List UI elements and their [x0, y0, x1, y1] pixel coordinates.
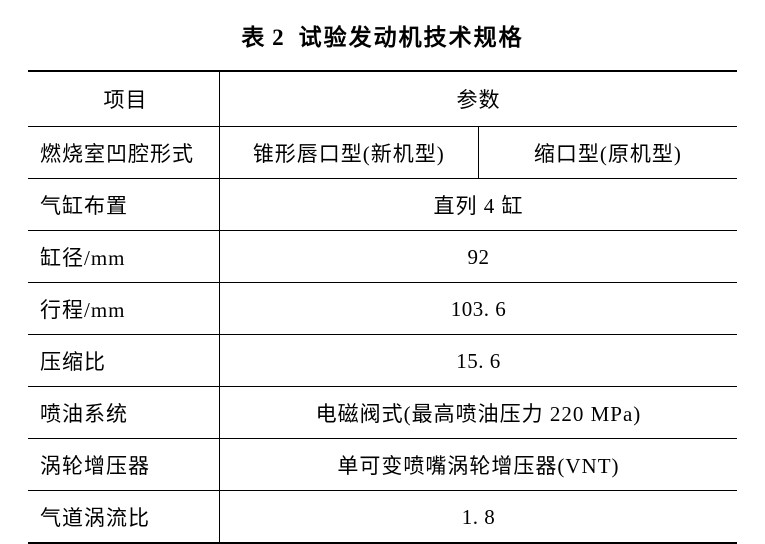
row-value: 1. 8 [219, 491, 737, 544]
row-value: 单可变喷嘴涡轮增压器(VNT) [219, 439, 737, 491]
row-label: 涡轮增压器 [28, 439, 219, 491]
row-label: 燃烧室凹腔形式 [28, 127, 219, 179]
row-label: 气缸布置 [28, 179, 219, 231]
table-row: 气道涡流比 1. 8 [28, 491, 737, 544]
row-value-b: 缩口型(原机型) [478, 127, 737, 179]
row-value: 92 [219, 231, 737, 283]
table-title-text: 试验发动机技术规格 [299, 25, 524, 50]
table-caption: 表 2 试验发动机技术规格 [28, 18, 737, 52]
row-label: 压缩比 [28, 335, 219, 387]
row-label: 缸径/mm [28, 231, 219, 283]
header-item: 项目 [28, 71, 219, 127]
row-value: 103. 6 [219, 283, 737, 335]
row-label: 行程/mm [28, 283, 219, 335]
table-row: 气缸布置 直列 4 缸 [28, 179, 737, 231]
row-value: 15. 6 [219, 335, 737, 387]
table-header-row: 项目 参数 [28, 71, 737, 127]
row-value-a: 锥形唇口型(新机型) [219, 127, 478, 179]
row-label: 喷油系统 [28, 387, 219, 439]
table-row: 行程/mm 103. 6 [28, 283, 737, 335]
spec-table: 项目 参数 燃烧室凹腔形式 锥形唇口型(新机型) 缩口型(原机型) 气缸布置 直… [28, 70, 737, 544]
table-row: 涡轮增压器 单可变喷嘴涡轮增压器(VNT) [28, 439, 737, 491]
table-row: 燃烧室凹腔形式 锥形唇口型(新机型) 缩口型(原机型) [28, 127, 737, 179]
row-value: 电磁阀式(最高喷油压力 220 MPa) [219, 387, 737, 439]
table-row: 缸径/mm 92 [28, 231, 737, 283]
row-label: 气道涡流比 [28, 491, 219, 544]
table-row: 压缩比 15. 6 [28, 335, 737, 387]
table-row: 喷油系统 电磁阀式(最高喷油压力 220 MPa) [28, 387, 737, 439]
row-value: 直列 4 缸 [219, 179, 737, 231]
header-param: 参数 [219, 71, 737, 127]
table-number: 表 2 [241, 25, 284, 50]
